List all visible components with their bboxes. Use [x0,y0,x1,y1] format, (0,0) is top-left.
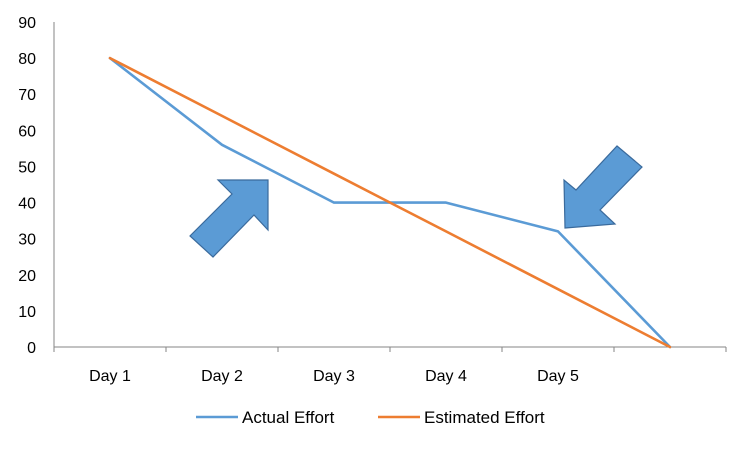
x-tick-label: Day 2 [201,368,243,385]
x-tick-label: Day 3 [313,368,355,385]
y-axis-tick-labels: 0 10 20 30 40 50 60 70 80 90 [18,15,36,357]
y-tick-label: 50 [18,159,36,176]
series-lines [108,56,672,349]
y-tick-label: 0 [27,340,36,357]
x-tick-label: Day 4 [425,368,467,385]
y-tick-label: 80 [18,51,36,68]
legend: Actual Effort Estimated Effort [196,408,545,427]
y-tick-label: 30 [18,232,36,249]
legend-label-estimated-effort: Estimated Effort [424,408,545,427]
x-tick-label: Day 5 [537,368,579,385]
y-tick-label: 60 [18,123,36,140]
y-tick-label: 70 [18,87,36,104]
series-line-estimated-effort [108,56,672,349]
annotation-arrows [189,145,643,258]
y-tick-label: 90 [18,15,36,32]
arrow-down-left-icon [563,145,643,229]
y-tick-label: 20 [18,268,36,285]
x-axis-ticks [53,347,727,352]
legend-label-actual-effort: Actual Effort [242,408,335,427]
x-axis-tick-labels: Day 1 Day 2 Day 3 Day 4 Day 5 [89,368,579,385]
arrow-up-right-icon [189,179,269,258]
y-tick-label: 10 [18,304,36,321]
y-tick-label: 40 [18,196,36,213]
x-tick-label: Day 1 [89,368,131,385]
